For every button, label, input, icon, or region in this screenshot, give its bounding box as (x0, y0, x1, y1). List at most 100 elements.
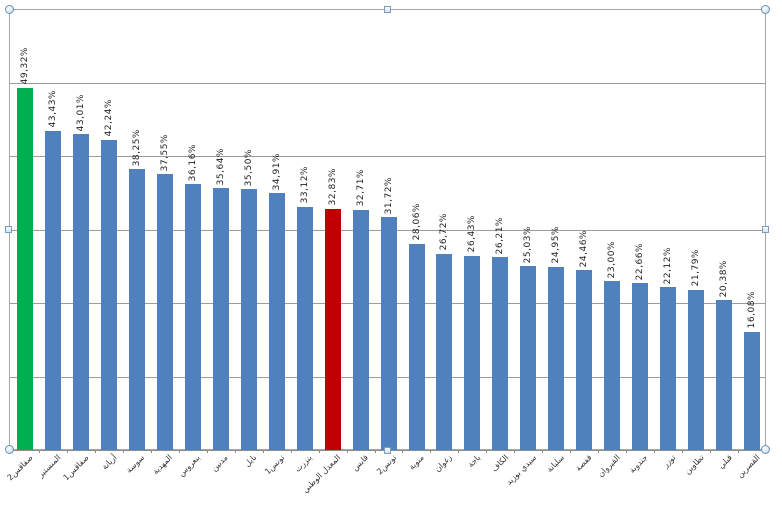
bar[interactable] (268, 193, 285, 450)
x-axis-label: سليانة (544, 453, 566, 475)
bar-value-label: 35,50% (243, 148, 254, 187)
bar[interactable] (72, 133, 89, 450)
x-axis-tick (235, 450, 236, 453)
x-axis-tick (95, 450, 96, 453)
bar[interactable] (548, 266, 565, 450)
bar-value-label: 26,21% (495, 217, 506, 255)
x-axis-tick (542, 450, 543, 453)
x-axis-label: توزر (661, 453, 678, 470)
bar[interactable] (212, 188, 229, 450)
x-axis-label: جندوبة (627, 453, 650, 475)
x-axis-label: القيروان (595, 453, 622, 479)
bar-value-label: 37,55% (159, 133, 170, 171)
x-axis-label: نابل (242, 453, 259, 469)
x-axis-label: باجة (465, 453, 482, 470)
bar-national-average[interactable] (324, 208, 341, 450)
bar[interactable] (520, 266, 537, 450)
resize-handle-top-left[interactable] (5, 5, 14, 14)
bar-value-label: 22,12% (663, 247, 674, 285)
x-axis-label: قفصة (573, 453, 594, 473)
x-axis-label: قبلي (716, 453, 734, 471)
x-axis-tick (67, 450, 68, 453)
bar[interactable] (240, 189, 257, 450)
bar-top-region[interactable] (17, 87, 33, 450)
bar[interactable] (408, 243, 425, 450)
bar-value-label: 24,95% (551, 226, 562, 264)
bar[interactable] (632, 283, 649, 450)
bar-value-label: 43,01% (75, 93, 86, 131)
bar-value-label: 34,91% (271, 153, 282, 191)
x-axis-tick (375, 450, 376, 453)
x-axis-tick (654, 450, 655, 453)
x-axis-label: المنستير (36, 453, 63, 480)
bar-value-label: 16,08% (747, 291, 757, 329)
bar[interactable] (184, 184, 201, 450)
x-axis-tick (207, 450, 208, 453)
resize-handle-top[interactable] (384, 6, 391, 13)
bar[interactable] (100, 139, 117, 450)
bar-value-label: 43,43% (47, 90, 58, 128)
bar-value-label: 35,64% (215, 147, 226, 185)
x-axis-label: القصرين (734, 453, 762, 480)
x-axis-tick (179, 450, 180, 453)
resize-handle-left[interactable] (5, 226, 12, 233)
bar[interactable] (744, 331, 760, 450)
bar[interactable] (716, 300, 733, 450)
x-axis-label: تونس1 (262, 453, 286, 477)
gridline (9, 82, 766, 84)
x-axis-tick (570, 450, 571, 453)
bar-value-label: 36,16% (187, 143, 198, 182)
bar[interactable] (128, 168, 145, 450)
x-axis-tick (430, 450, 431, 453)
bar[interactable] (44, 130, 61, 450)
bar[interactable] (604, 280, 621, 450)
bar[interactable] (464, 255, 481, 450)
bar[interactable] (688, 289, 705, 450)
x-axis-label: المهدية (151, 453, 175, 477)
gridline (9, 156, 766, 157)
x-axis-tick (319, 450, 320, 453)
x-axis-tick (123, 450, 124, 453)
x-axis-label: منوبة (407, 453, 426, 472)
x-axis-tick (347, 450, 348, 453)
bar[interactable] (576, 270, 593, 450)
resize-handle-bottom-right[interactable] (761, 445, 770, 454)
resize-handle-top-right[interactable] (761, 5, 770, 14)
x-axis-label: صفاقس1 (60, 453, 91, 483)
bar-value-label: 20,38% (719, 259, 730, 298)
x-axis-tick (626, 450, 627, 453)
x-axis-label: مدنين (210, 453, 231, 473)
x-axis-label: صفاقس2 (5, 453, 35, 483)
x-axis-tick (710, 450, 711, 453)
x-axis-tick (151, 450, 152, 453)
x-axis-tick (682, 450, 683, 453)
x-axis-tick (263, 450, 264, 453)
x-axis-tick (486, 450, 487, 453)
x-axis-label: تونس2 (374, 453, 398, 477)
bar[interactable] (436, 253, 453, 450)
bar[interactable] (492, 257, 509, 450)
bar-value-label: 49,32% (20, 47, 30, 85)
resize-handle-bottom-left[interactable] (5, 445, 14, 454)
resize-handle-right[interactable] (762, 226, 769, 233)
x-axis-tick (402, 450, 403, 453)
x-axis-tick (458, 450, 459, 453)
bar[interactable] (156, 174, 173, 450)
bar-value-label: 22,66% (635, 243, 646, 281)
bar-value-label: 28,06% (411, 203, 422, 241)
bar-value-label: 24,46% (579, 229, 590, 268)
bar[interactable] (660, 287, 677, 450)
bar[interactable] (296, 206, 313, 450)
x-axis-label: الكاف (489, 453, 510, 474)
bar-value-label: 32,71% (355, 169, 366, 207)
bar[interactable] (352, 209, 369, 450)
bar-value-label: 42,24% (103, 99, 114, 137)
x-axis-tick (514, 450, 515, 453)
x-axis-label: بنزرت (293, 453, 314, 474)
resize-handle-bottom[interactable] (384, 447, 391, 454)
bar[interactable] (380, 216, 397, 450)
bar-value-label: 31,72% (383, 176, 394, 214)
bar-value-label: 21,79% (691, 249, 702, 287)
x-axis-label: بنعروس (177, 453, 203, 479)
